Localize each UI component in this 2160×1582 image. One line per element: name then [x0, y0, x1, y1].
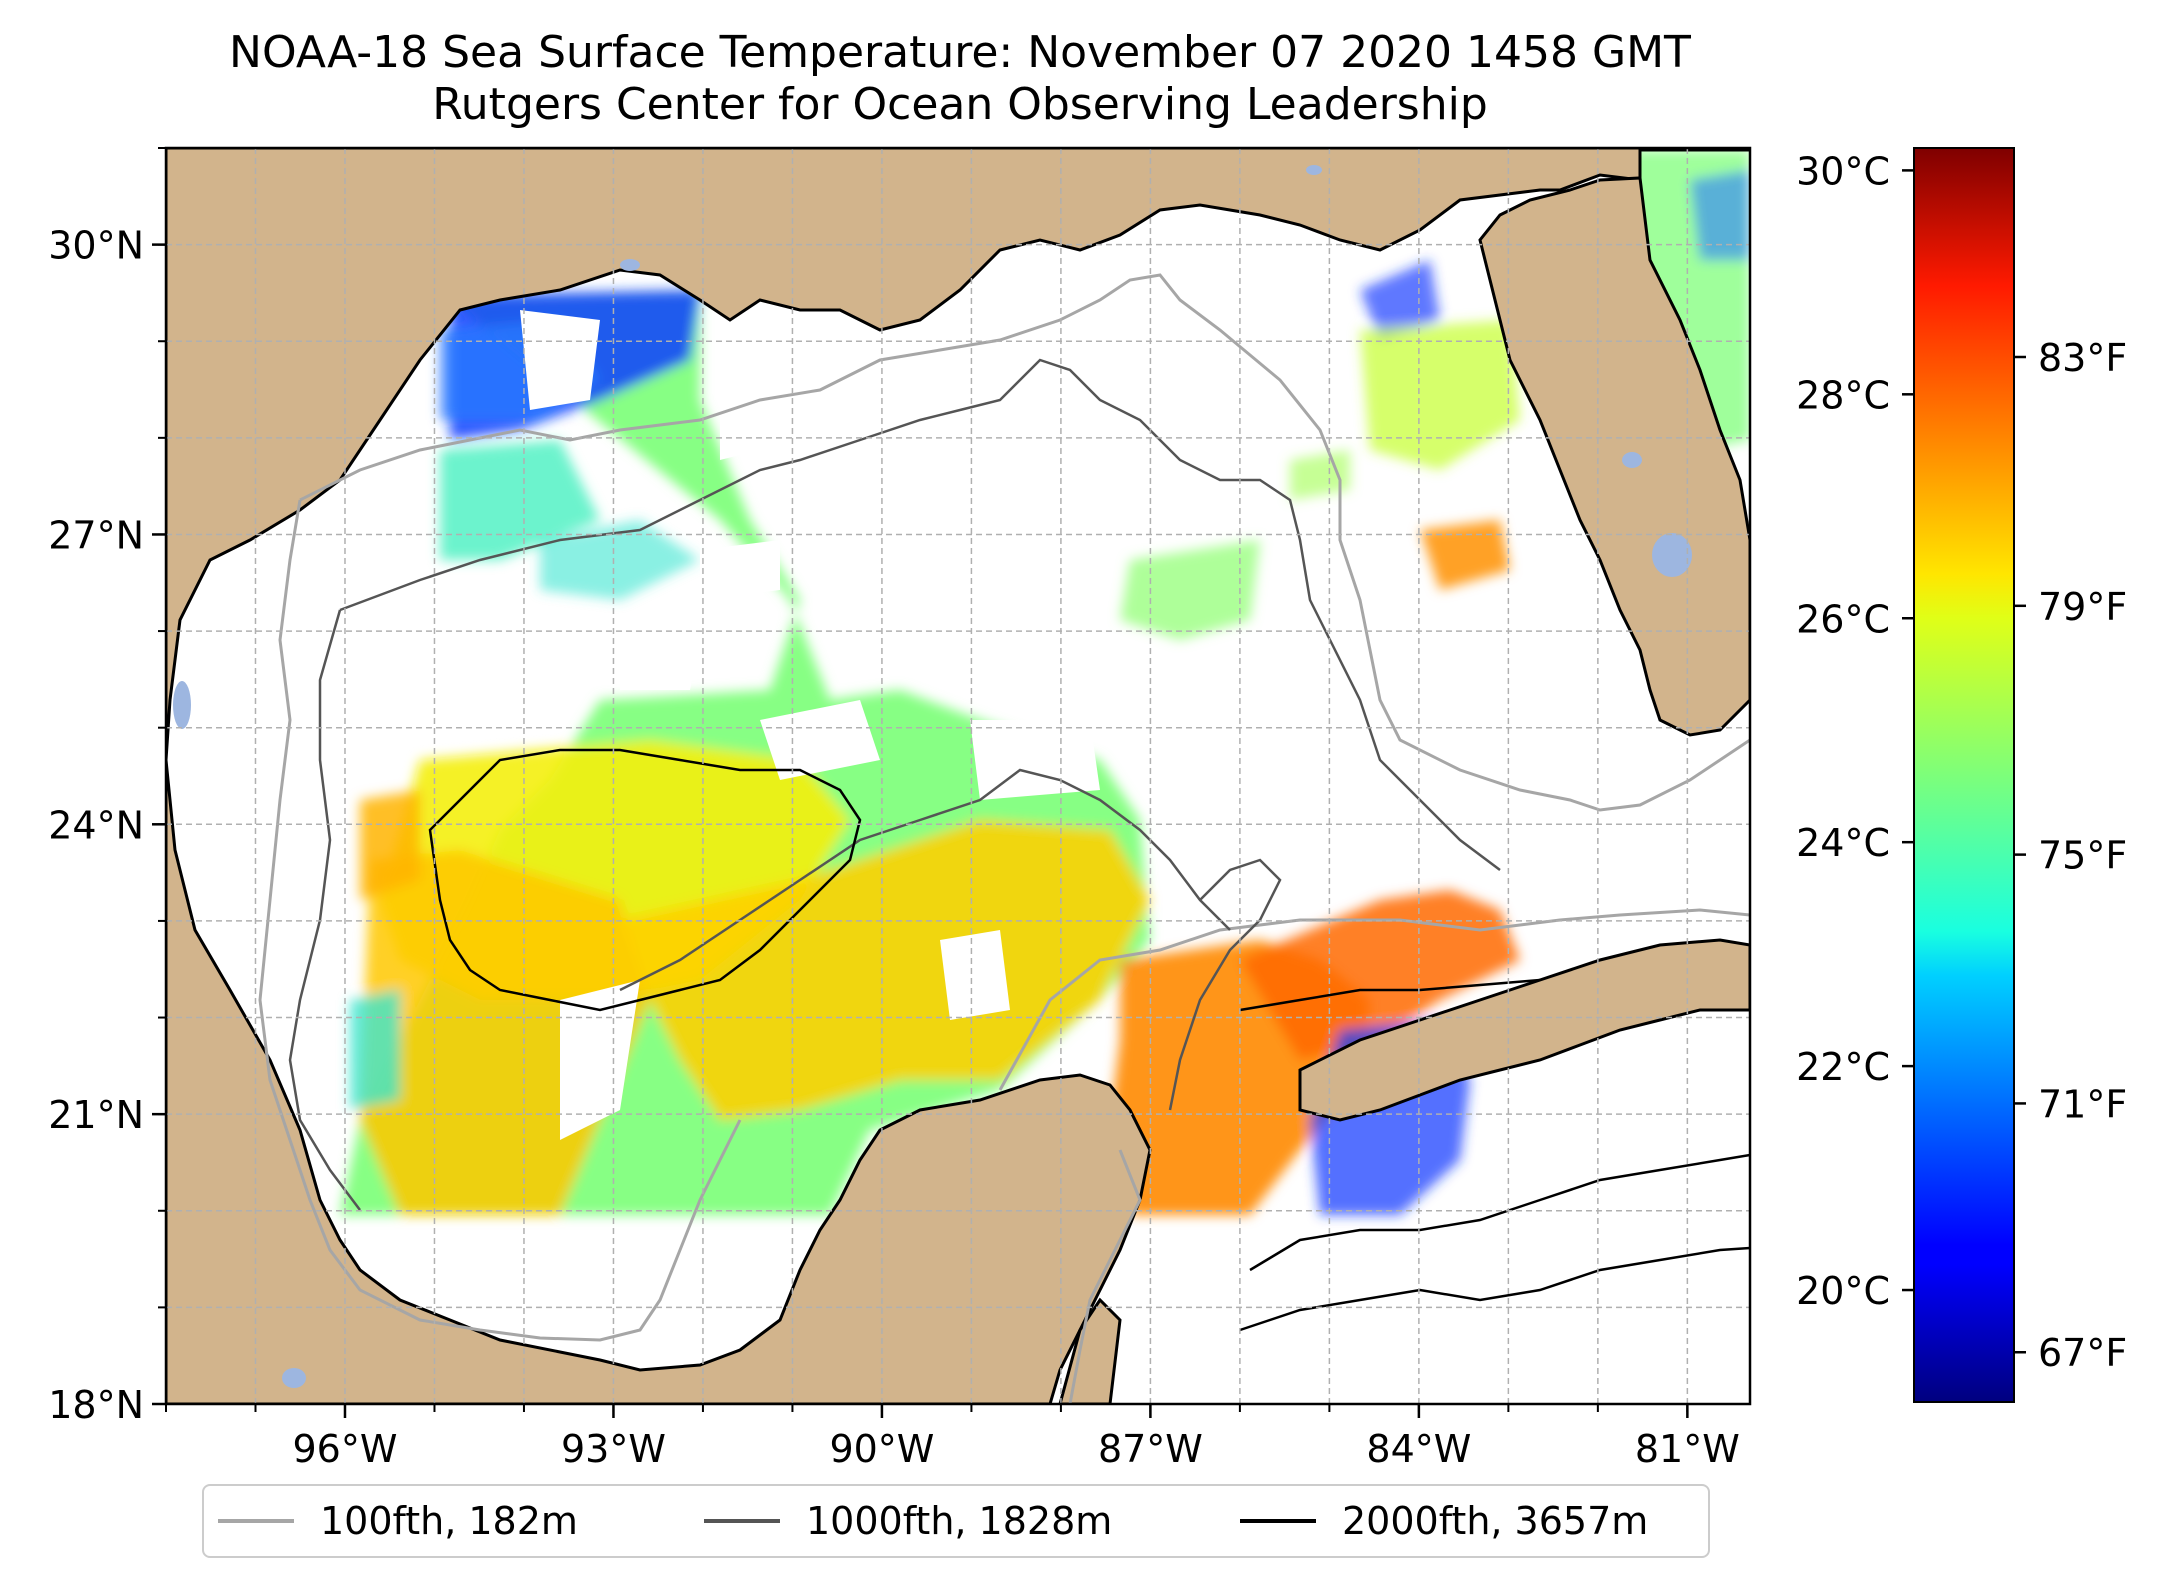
- lon-tick-label: 87°W: [1098, 1427, 1203, 1471]
- celsius-tick-label: 30°C: [1796, 149, 1890, 193]
- contour-legend: 100fth, 182m 1000fth, 1828m 2000fth, 365…: [202, 1484, 1710, 1558]
- lon-tick-label: 84°W: [1366, 1427, 1471, 1471]
- legend-label: 100fth, 182m: [320, 1499, 578, 1543]
- legend-item-100fth: 100fth, 182m: [218, 1486, 578, 1556]
- legend-item-1000fth: 1000fth, 1828m: [704, 1486, 1112, 1556]
- chart-subtitle: Rutgers Center for Ocean Observing Leade…: [432, 79, 1488, 130]
- land-masses: [166, 148, 1750, 1404]
- contour-1000fth: [288, 358, 1501, 1211]
- colorbar-fahrenheit-axis: 83°F 79°F 75°F 71°F 67°F: [2014, 336, 2127, 1375]
- gridlines: [165, 148, 1750, 1404]
- fahrenheit-tick-label: 71°F: [2038, 1082, 2127, 1126]
- lat-tick-label: 30°N: [48, 224, 144, 268]
- lon-tick-label: 81°W: [1635, 1427, 1740, 1471]
- celsius-tick-label: 20°C: [1796, 1269, 1890, 1313]
- map-area: [166, 148, 1750, 1404]
- lon-tick-label: 96°W: [293, 1427, 398, 1471]
- fahrenheit-tick-label: 83°F: [2038, 336, 2127, 380]
- legend-item-2000fth: 2000fth, 3657m: [1240, 1486, 1648, 1556]
- contour-2000fth: [428, 748, 1750, 1332]
- lat-tick-label: 24°N: [48, 803, 144, 847]
- colorbar-celsius-axis: 30°C 28°C 26°C 24°C 22°C 20°C: [1796, 149, 1914, 1313]
- lon-tick-label: 93°W: [561, 1427, 666, 1471]
- lat-tick-label: 21°N: [48, 1093, 144, 1137]
- longitude-axis: 96°W 93°W 90°W 87°W 84°W 81°W: [165, 1404, 1740, 1471]
- fahrenheit-tick-label: 75°F: [2038, 834, 2127, 878]
- map-frame: [164, 146, 1752, 1406]
- lat-tick-label: 18°N: [48, 1383, 144, 1427]
- cloud-gaps: [520, 310, 1100, 1140]
- chart-title: NOAA-18 Sea Surface Temperature: Novembe…: [229, 27, 1691, 78]
- fahrenheit-tick-label: 79°F: [2038, 585, 2127, 629]
- celsius-tick-label: 22°C: [1796, 1045, 1890, 1089]
- legend-line-1000fth: [704, 1519, 780, 1523]
- legend-label: 2000fth, 3657m: [1342, 1499, 1649, 1543]
- colorbar: [1913, 147, 2015, 1403]
- inland-water: [173, 165, 1692, 1388]
- celsius-tick-label: 28°C: [1796, 373, 1890, 417]
- legend-line-100fth: [218, 1519, 294, 1523]
- lon-tick-label: 90°W: [829, 1427, 934, 1471]
- legend-label: 1000fth, 1828m: [806, 1499, 1113, 1543]
- legend-line-2000fth: [1240, 1519, 1316, 1523]
- celsius-tick-label: 24°C: [1796, 821, 1890, 865]
- latitude-axis: 30°N 27°N 24°N 21°N 18°N: [48, 147, 166, 1427]
- fahrenheit-tick-label: 67°F: [2038, 1331, 2127, 1375]
- celsius-tick-label: 26°C: [1796, 597, 1890, 641]
- lat-tick-label: 27°N: [48, 513, 144, 557]
